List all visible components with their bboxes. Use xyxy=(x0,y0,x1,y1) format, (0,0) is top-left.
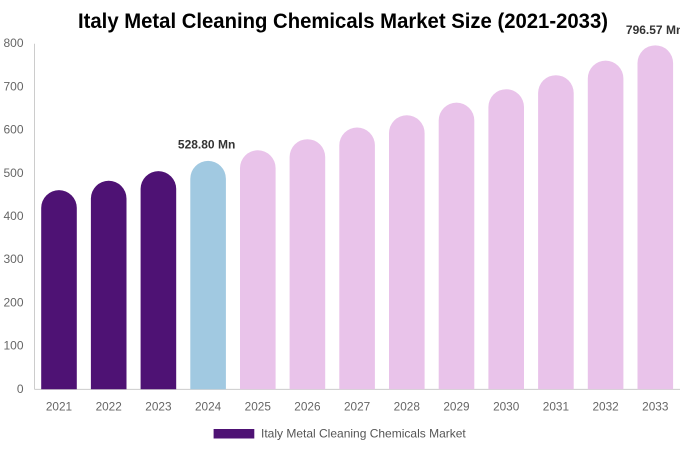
svg-text:400: 400 xyxy=(3,209,23,223)
svg-text:2024: 2024 xyxy=(195,400,222,414)
svg-text:796.57 Mn: 796.57 Mn xyxy=(626,23,680,37)
svg-text:2027: 2027 xyxy=(344,400,370,414)
svg-text:2033: 2033 xyxy=(642,400,669,414)
svg-text:2026: 2026 xyxy=(294,400,321,414)
svg-text:500: 500 xyxy=(3,166,23,180)
svg-text:800: 800 xyxy=(3,36,23,50)
svg-text:2022: 2022 xyxy=(96,400,122,414)
svg-text:700: 700 xyxy=(3,79,23,93)
svg-text:100: 100 xyxy=(3,339,23,353)
svg-text:2029: 2029 xyxy=(443,400,469,414)
svg-text:600: 600 xyxy=(3,123,23,137)
svg-text:200: 200 xyxy=(3,295,23,309)
svg-text:2031: 2031 xyxy=(543,400,569,414)
svg-text:2021: 2021 xyxy=(46,400,72,414)
svg-text:2032: 2032 xyxy=(592,400,618,414)
svg-text:2028: 2028 xyxy=(394,400,421,414)
svg-text:Italy Metal Cleaning Chemicals: Italy Metal Cleaning Chemicals Market Si… xyxy=(78,10,608,33)
svg-text:2023: 2023 xyxy=(145,400,172,414)
svg-text:Italy Metal Cleaning Chemicals: Italy Metal Cleaning Chemicals Market xyxy=(261,427,466,441)
svg-text:0: 0 xyxy=(17,382,24,396)
svg-text:300: 300 xyxy=(3,252,23,266)
svg-text:2025: 2025 xyxy=(245,400,272,414)
svg-text:2030: 2030 xyxy=(493,400,520,414)
svg-text:528.80 Mn: 528.80 Mn xyxy=(178,137,235,151)
